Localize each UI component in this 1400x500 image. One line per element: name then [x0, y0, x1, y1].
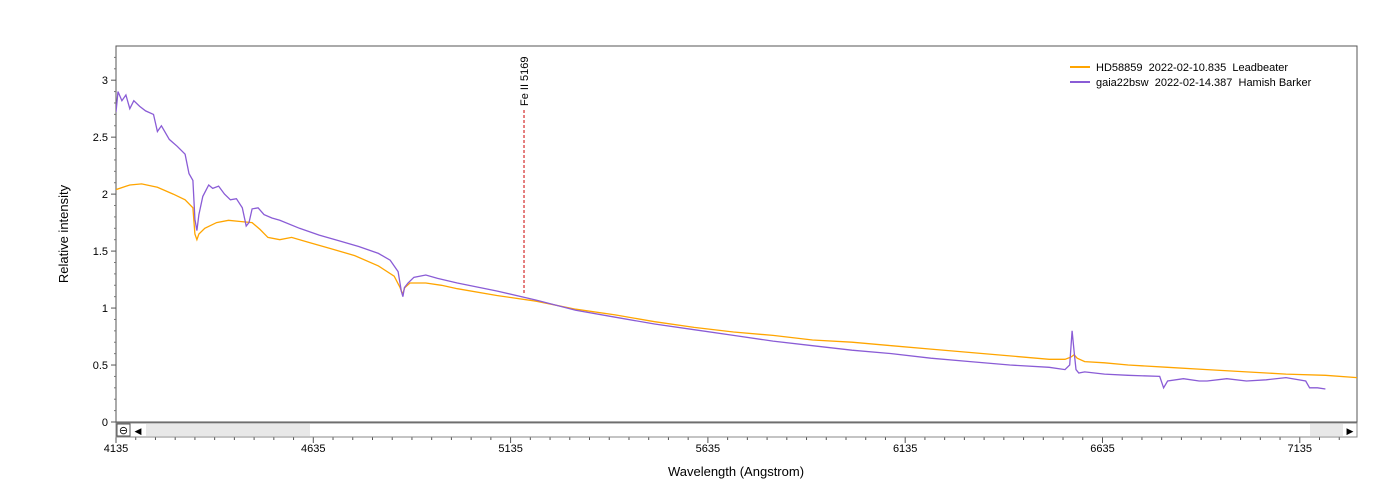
scrollbar-track[interactable]: [115, 422, 1358, 438]
annotation-label-fe-ii-5169: Fe II 5169: [519, 56, 531, 106]
horizontal-scrollbar[interactable]: ⊖ ◀ ▶: [115, 422, 1358, 438]
x-tick-label: 5635: [696, 443, 720, 455]
y-tick-label: 2: [102, 189, 108, 201]
x-axis: 4135 4635 5135 5635 6135 6635 7135: [104, 437, 1340, 455]
x-tick-label: 4135: [104, 443, 128, 455]
scroll-left-arrow-icon[interactable]: ◀: [135, 426, 142, 436]
scrollbar-thumb-right[interactable]: [1310, 424, 1343, 436]
y-tick-label: 1: [102, 303, 108, 315]
y-axis-label: Relative intensity: [56, 184, 71, 283]
y-tick-label: 3: [102, 75, 108, 87]
x-tick-label: 7135: [1288, 443, 1312, 455]
zoom-reset-button[interactable]: [116, 423, 131, 437]
plot-frame: [115, 45, 1358, 423]
plot-area: [115, 45, 1358, 423]
scrollbar-thumb-left[interactable]: [146, 424, 310, 436]
x-tick-label: 5135: [498, 443, 522, 455]
scroll-right-arrow-icon[interactable]: ▶: [1347, 426, 1354, 436]
legend-label-series-2: gaia22bsw 2022-02-14.387 Hamish Barker: [1096, 77, 1312, 89]
x-tick-label: 6635: [1090, 443, 1114, 455]
y-tick-label: 1.5: [93, 246, 108, 258]
legend: HD58859 2022-02-10.835 Leadbeater gaia22…: [1070, 62, 1312, 89]
legend-label-series-1: HD58859 2022-02-10.835 Leadbeater: [1096, 62, 1288, 74]
series-layer: [116, 91, 1357, 390]
annotation-layer: Fe II 5169: [519, 56, 531, 295]
x-tick-label: 4635: [301, 443, 325, 455]
zoom-out-icon: ⊖: [119, 425, 128, 437]
y-axis: 0 0.5 1 1.5 2 2.5 3: [93, 56, 116, 429]
y-tick-label: 0: [102, 417, 108, 429]
series-line-2: [116, 91, 1326, 390]
x-tick-label: 6135: [893, 443, 917, 455]
y-tick-label: 2.5: [93, 132, 108, 144]
y-tick-label: 0.5: [93, 360, 108, 372]
x-axis-label: Wavelength (Angstrom): [668, 464, 804, 479]
